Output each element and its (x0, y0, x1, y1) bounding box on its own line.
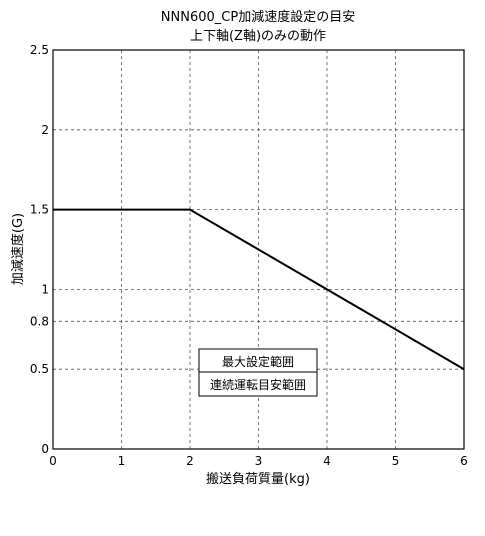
x-tick-label: 5 (392, 454, 400, 468)
x-tick-label: 6 (460, 454, 468, 468)
x-tick-labels: 0 1 2 3 4 5 6 (49, 454, 468, 468)
legend: 最大設定範囲 連続運転目安範囲 (198, 348, 318, 397)
y-tick-label: 1.5 (30, 203, 49, 217)
y-tick-label: 0.5 (30, 362, 49, 376)
y-tick-label: 2 (41, 123, 49, 137)
y-tick-label: 0 (41, 442, 49, 456)
chart-title: NNN600_CP加減速度設定の目安 (161, 9, 355, 25)
y-tick-label: 0.8 (30, 314, 49, 328)
y-tick-labels: 0 0.5 0.8 1 1.5 2 2.5 (30, 43, 49, 456)
series-line-0 (53, 208, 465, 371)
plot-frame (52, 49, 465, 450)
chart-subtitle: 上下軸(Z軸)のみの動作 (190, 29, 326, 44)
x-tick-label: 2 (186, 454, 194, 468)
legend-entry-continuous: 連続運転目安範囲 (210, 377, 306, 392)
y-tick-label: 2.5 (30, 43, 49, 57)
legend-entry-max: 最大設定範囲 (222, 354, 294, 369)
x-tick-label: 0 (49, 454, 57, 468)
x-tick-label: 3 (255, 454, 263, 468)
y-tick-label: 1 (41, 282, 49, 296)
y-axis-label: 加減速度(G) (10, 213, 26, 285)
x-tick-label: 4 (323, 454, 331, 468)
series-layer (53, 208, 465, 371)
x-tick-label: 1 (118, 454, 126, 468)
x-axis-label: 搬送負荷質量(kg) (206, 472, 310, 487)
